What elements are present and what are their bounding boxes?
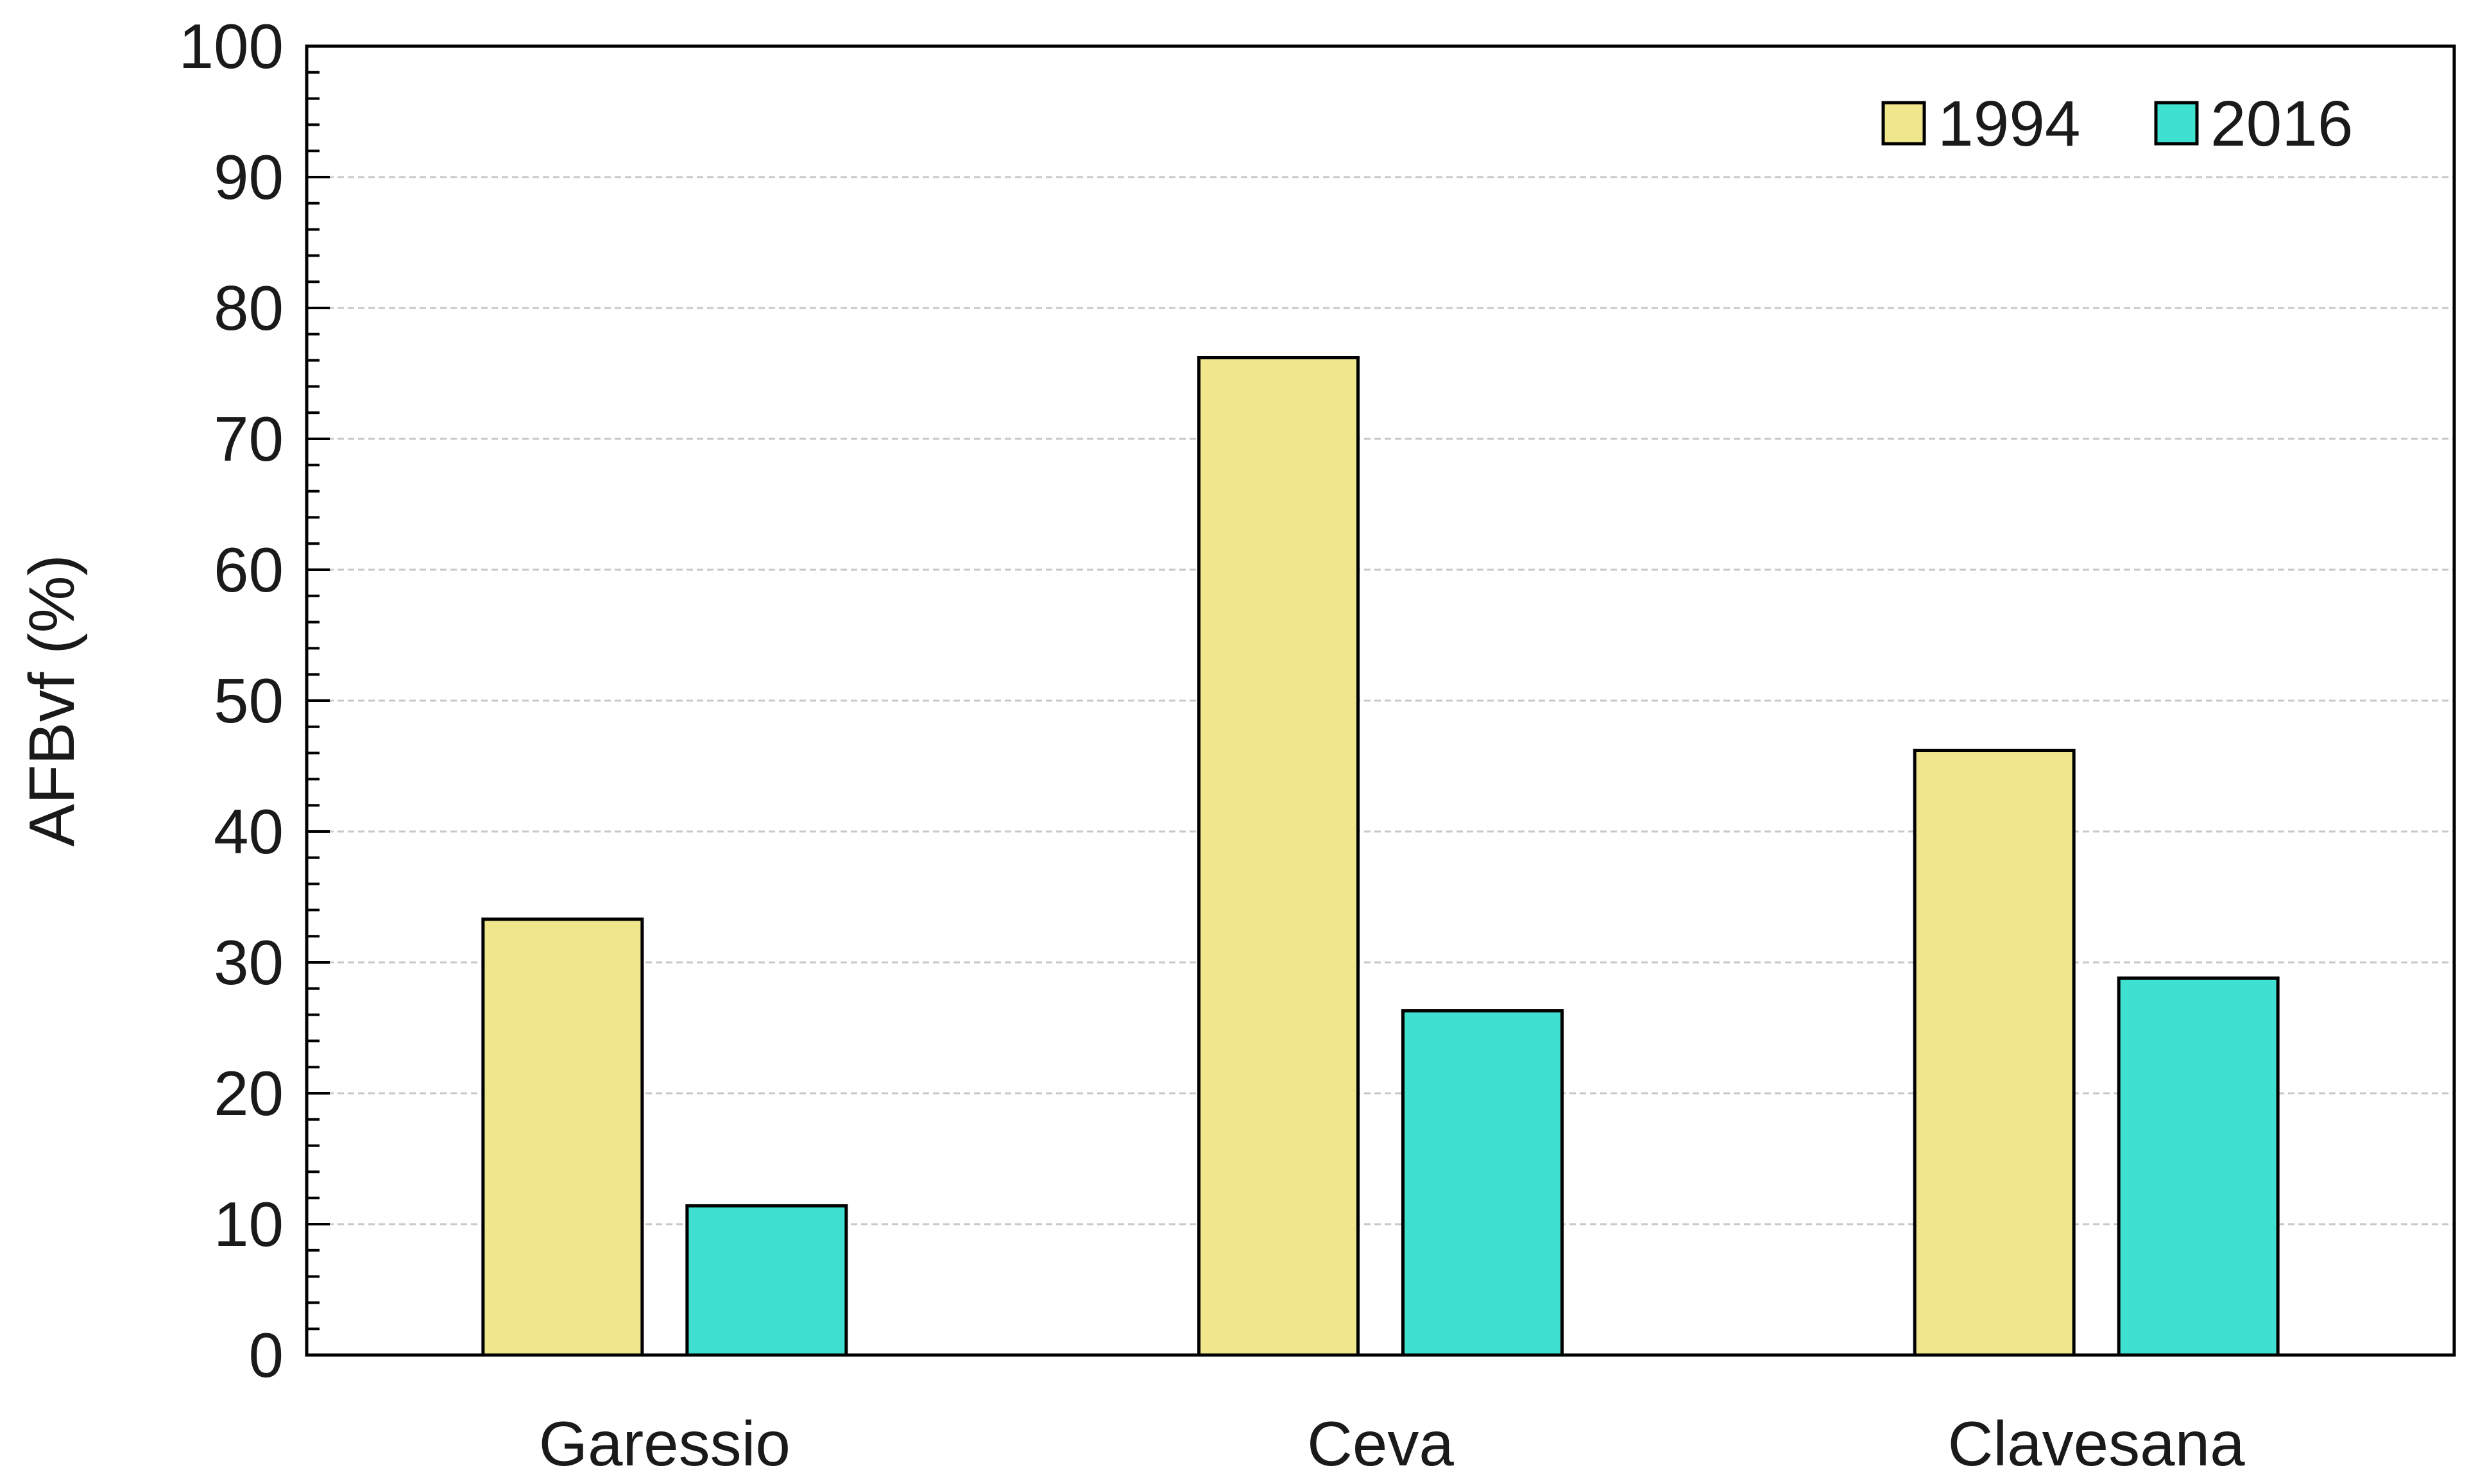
y-tick-label: 100 (178, 11, 284, 81)
bar-1994-clavesana (1913, 749, 2076, 1357)
legend-swatch-2016 (2154, 101, 2199, 146)
bar-1994-ceva (1197, 356, 1360, 1357)
y-tick-labels: 0 10 20 30 40 50 60 70 80 90 100 (178, 11, 284, 1390)
bar-2016-ceva (1401, 1009, 1564, 1357)
y-tick-label: 0 (248, 1320, 284, 1390)
y-tick-label: 40 (214, 796, 284, 867)
y-tick-label: 60 (214, 534, 284, 605)
legend-label-2016: 2016 (2210, 88, 2353, 160)
x-tick-label: Garessio (539, 1408, 790, 1479)
y-axis-label: AFBvf (%) (16, 554, 88, 847)
y-tick-label: 70 (214, 404, 284, 474)
bar-1994-garessio (481, 917, 644, 1357)
y-tick-label: 10 (214, 1189, 284, 1259)
legend-swatch-1994 (1881, 101, 1926, 146)
y-axis-ticks (307, 45, 330, 1356)
y-tick-label: 30 (214, 927, 284, 998)
x-tick-label: Ceva (1307, 1408, 1454, 1479)
bars (481, 356, 2280, 1357)
y-tick-label: 90 (214, 142, 284, 212)
bar-2016-garessio (685, 1204, 848, 1357)
legend: 1994 2016 (1881, 88, 2353, 160)
y-tick-label: 80 (214, 273, 284, 343)
x-tick-label: Clavesana (1948, 1408, 2246, 1479)
legend-label-1994: 1994 (1938, 88, 2080, 160)
y-tick-label: 20 (214, 1058, 284, 1129)
x-tick-labels: Garessio Ceva Clavesana (539, 1408, 2245, 1479)
y-tick-label: 50 (214, 665, 284, 736)
bar-2016-clavesana (2117, 976, 2280, 1357)
grid-lines (307, 176, 2454, 1225)
